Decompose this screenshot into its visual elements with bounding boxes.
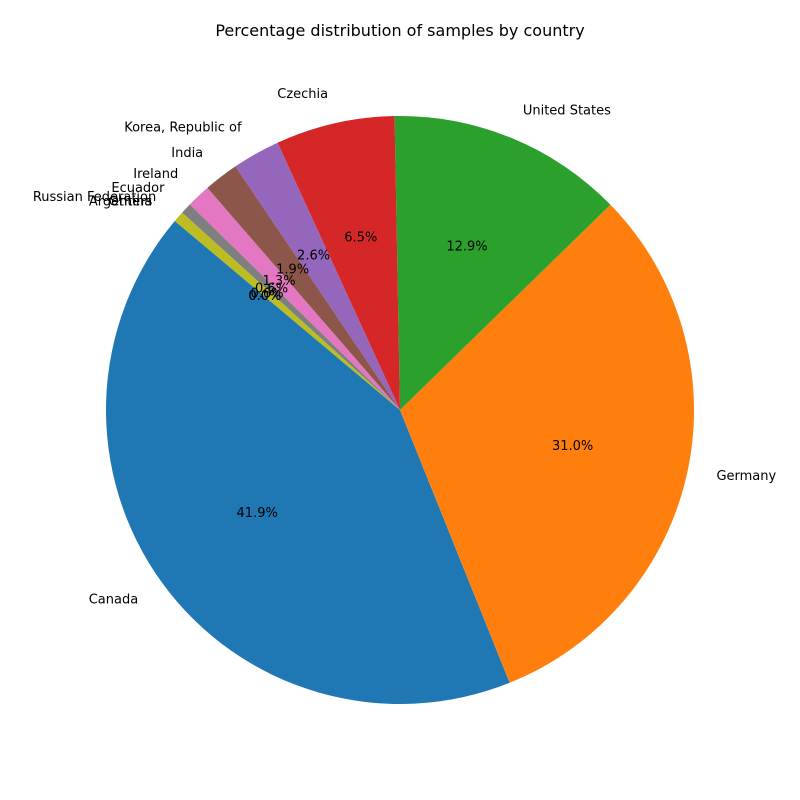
pct-korea-republic-of: 2.6% <box>297 249 330 264</box>
pct-ireland: 1.3% <box>263 274 296 289</box>
label-czechia: Czechia <box>277 87 328 102</box>
slice-germany <box>400 204 694 683</box>
label-others: Others <box>109 195 153 210</box>
label-germany: Germany <box>716 469 776 484</box>
label-india: India <box>171 146 203 161</box>
pct-russian-federation: 0.6% <box>251 287 284 302</box>
pie-slices <box>106 116 694 705</box>
pct-germany: 31.0% <box>552 439 593 454</box>
pct-india: 1.9% <box>276 263 309 278</box>
slice-ecuador <box>182 204 400 410</box>
label-canada: Canada <box>89 592 138 607</box>
category-labels: Canada Germany United States Czechia Korea, … <box>33 87 777 607</box>
slice-korea-republic-of <box>235 142 400 410</box>
slice-united-states <box>394 116 611 410</box>
pct-argentina: 0.0% <box>248 289 281 304</box>
pct-czechia: 6.5% <box>344 231 377 246</box>
label-ecuador: Ecuador <box>111 181 165 196</box>
label-argentina: Argentina <box>89 195 152 210</box>
chart-title: Percentage distribution of samples by co… <box>215 21 584 40</box>
slice-canada <box>106 221 510 705</box>
pct-canada: 41.9% <box>237 506 278 521</box>
slice-russian-federation <box>174 212 400 410</box>
slice-ireland <box>189 187 400 410</box>
pct-united-states: 12.9% <box>446 239 487 254</box>
pct-others: 0.0% <box>248 289 281 304</box>
percentage-labels: 41.9% 31.0% 12.9% 6.5% 2.6%1.9%1.3%0.6%0.6%0… <box>237 231 594 522</box>
slice-czechia <box>277 116 400 411</box>
label-korea-republic-of: Korea, Republic of <box>124 121 242 136</box>
label-ireland: Ireland <box>133 167 178 182</box>
label-united-states: United States <box>523 103 611 118</box>
label-russian-federation: Russian Federation <box>33 190 156 205</box>
pct-ecuador: 0.6% <box>255 282 288 297</box>
slice-india <box>207 166 400 410</box>
